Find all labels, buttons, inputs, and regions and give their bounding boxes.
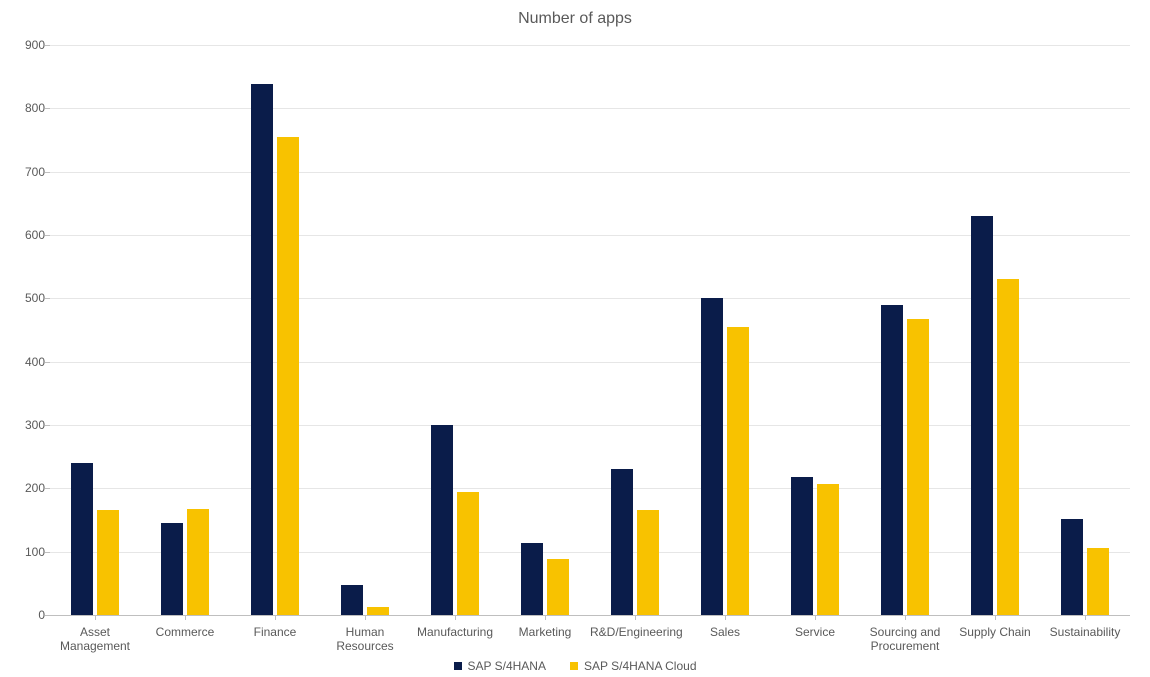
- bar: [1061, 519, 1083, 615]
- x-tick-label: Manufacturing: [410, 625, 500, 639]
- bar: [791, 477, 813, 615]
- chart-title: Number of apps: [0, 10, 1150, 28]
- bar: [457, 492, 479, 616]
- y-tick-label: 300: [5, 418, 45, 432]
- legend: SAP S/4HANA SAP S/4HANA Cloud: [0, 658, 1150, 673]
- x-tick-label: Sourcing and Procurement: [860, 625, 950, 654]
- y-tick-mark: [45, 615, 50, 616]
- x-tick-mark: [365, 615, 366, 620]
- x-tick-label: Marketing: [500, 625, 590, 639]
- y-tick-label: 500: [5, 291, 45, 305]
- category-group: Service: [770, 45, 860, 615]
- bar: [431, 425, 453, 615]
- x-tick-label: Commerce: [140, 625, 230, 639]
- x-tick-label: Asset Management: [50, 625, 140, 654]
- bar: [277, 137, 299, 615]
- category-group: Asset Management: [50, 45, 140, 615]
- bar: [71, 463, 93, 615]
- category-group: Sales: [680, 45, 770, 615]
- category-group: Marketing: [500, 45, 590, 615]
- x-tick-label: Human Resources: [320, 625, 410, 654]
- x-tick-label: Sales: [680, 625, 770, 639]
- legend-item: SAP S/4HANA Cloud: [570, 658, 697, 673]
- y-tick-label: 200: [5, 481, 45, 495]
- x-tick-mark: [905, 615, 906, 620]
- bar: [817, 484, 839, 615]
- legend-item: SAP S/4HANA: [454, 658, 546, 673]
- y-tick-label: 600: [5, 228, 45, 242]
- chart-container: Number of apps 0100200300400500600700800…: [0, 0, 1150, 677]
- x-tick-label: Supply Chain: [950, 625, 1040, 639]
- category-group: R&D/Engineering: [590, 45, 680, 615]
- category-group: Finance: [230, 45, 320, 615]
- bar: [701, 298, 723, 615]
- legend-swatch: [454, 662, 462, 670]
- x-tick-mark: [185, 615, 186, 620]
- category-group: Human Resources: [320, 45, 410, 615]
- x-tick-label: Finance: [230, 625, 320, 639]
- bar: [997, 279, 1019, 615]
- x-tick-mark: [815, 615, 816, 620]
- legend-label: SAP S/4HANA Cloud: [584, 659, 697, 673]
- x-tick-mark: [725, 615, 726, 620]
- y-tick-label: 100: [5, 545, 45, 559]
- y-tick-label: 800: [5, 101, 45, 115]
- bar: [251, 84, 273, 615]
- bar: [187, 509, 209, 615]
- category-group: Sustainability: [1040, 45, 1130, 615]
- bar: [637, 510, 659, 615]
- bar: [367, 607, 389, 615]
- bar: [971, 216, 993, 615]
- bar: [611, 469, 633, 615]
- bar: [907, 319, 929, 615]
- legend-swatch: [570, 662, 578, 670]
- x-tick-mark: [455, 615, 456, 620]
- x-tick-mark: [95, 615, 96, 620]
- x-tick-mark: [545, 615, 546, 620]
- plot-area: 0100200300400500600700800900Asset Manage…: [50, 45, 1130, 616]
- y-tick-label: 0: [5, 608, 45, 622]
- category-group: Supply Chain: [950, 45, 1040, 615]
- x-tick-label: Service: [770, 625, 860, 639]
- x-tick-label: Sustainability: [1040, 625, 1130, 639]
- x-tick-mark: [275, 615, 276, 620]
- y-tick-label: 900: [5, 38, 45, 52]
- bar: [97, 510, 119, 615]
- bar: [727, 327, 749, 615]
- y-tick-label: 700: [5, 165, 45, 179]
- bar: [161, 523, 183, 615]
- bar: [521, 543, 543, 615]
- bar: [341, 585, 363, 615]
- y-tick-label: 400: [5, 355, 45, 369]
- category-group: Manufacturing: [410, 45, 500, 615]
- x-tick-mark: [1085, 615, 1086, 620]
- bar: [1087, 548, 1109, 615]
- legend-label: SAP S/4HANA: [468, 659, 546, 673]
- x-tick-label: R&D/Engineering: [590, 625, 680, 639]
- category-group: Commerce: [140, 45, 230, 615]
- x-tick-mark: [635, 615, 636, 620]
- bar: [881, 305, 903, 615]
- bar: [547, 559, 569, 615]
- x-tick-mark: [995, 615, 996, 620]
- category-group: Sourcing and Procurement: [860, 45, 950, 615]
